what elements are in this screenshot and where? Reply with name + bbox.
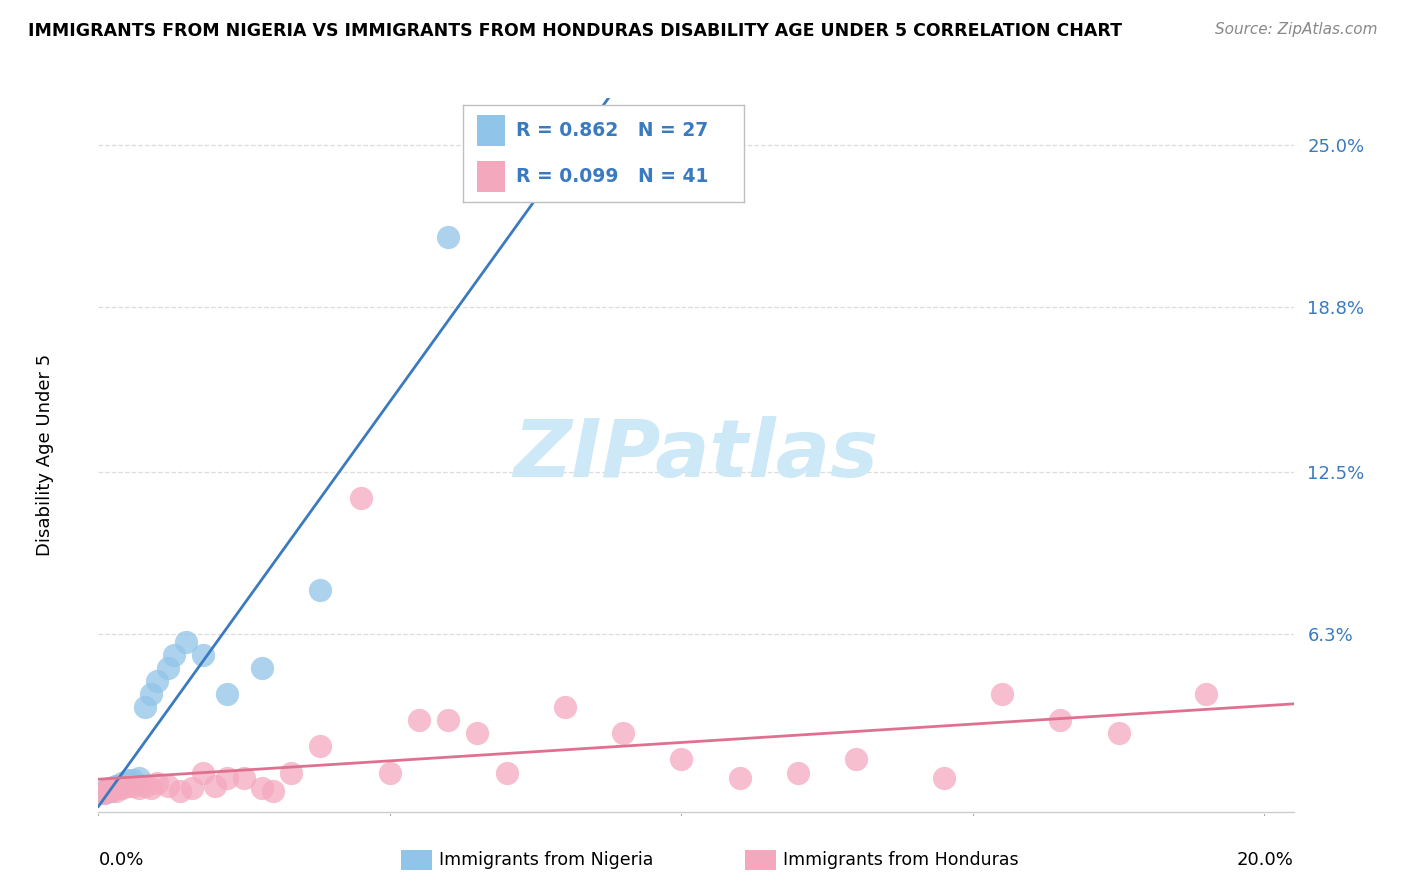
- Point: [111, 779, 134, 793]
- Text: 20.0%: 20.0%: [1237, 851, 1294, 869]
- Point: [93, 786, 115, 800]
- Point: [98, 784, 121, 798]
- Point: [104, 784, 127, 798]
- Text: Immigrants from Nigeria: Immigrants from Nigeria: [439, 851, 652, 869]
- Point: [612, 726, 634, 740]
- Point: [174, 635, 197, 649]
- Text: ZIPatlas: ZIPatlas: [513, 416, 879, 494]
- Point: [991, 687, 1014, 701]
- Point: [93, 784, 115, 798]
- Point: [134, 779, 156, 793]
- Point: [122, 773, 145, 788]
- Point: [309, 582, 332, 597]
- Point: [193, 765, 215, 780]
- Point: [437, 713, 460, 727]
- Point: [104, 779, 127, 793]
- Point: [233, 771, 256, 785]
- Point: [98, 781, 121, 796]
- Point: [169, 784, 191, 798]
- Point: [98, 784, 121, 798]
- Point: [467, 726, 489, 740]
- Point: [280, 765, 302, 780]
- Point: [157, 779, 180, 793]
- Point: [408, 713, 430, 727]
- Point: [262, 784, 284, 798]
- Text: Immigrants from Honduras: Immigrants from Honduras: [783, 851, 1019, 869]
- Point: [145, 673, 167, 688]
- Point: [350, 491, 373, 505]
- Point: [180, 781, 202, 796]
- Point: [128, 781, 150, 796]
- Point: [1108, 726, 1130, 740]
- Point: [728, 771, 751, 785]
- Point: [93, 786, 115, 800]
- Point: [98, 781, 121, 796]
- Point: [250, 661, 273, 675]
- Point: [215, 771, 238, 785]
- Point: [104, 779, 127, 793]
- Point: [204, 779, 226, 793]
- Point: [250, 781, 273, 796]
- Point: [104, 781, 127, 796]
- Point: [437, 229, 460, 244]
- Point: [122, 779, 145, 793]
- Point: [98, 781, 121, 796]
- Point: [193, 648, 215, 662]
- Point: [111, 781, 134, 796]
- Point: [98, 784, 121, 798]
- Point: [104, 781, 127, 796]
- Point: [163, 648, 186, 662]
- Point: [932, 771, 955, 785]
- Point: [111, 776, 134, 790]
- Point: [117, 779, 139, 793]
- Text: Source: ZipAtlas.com: Source: ZipAtlas.com: [1215, 22, 1378, 37]
- Point: [128, 771, 150, 785]
- Point: [309, 739, 332, 754]
- Point: [378, 765, 401, 780]
- Text: IMMIGRANTS FROM NIGERIA VS IMMIGRANTS FROM HONDURAS DISABILITY AGE UNDER 5 CORRE: IMMIGRANTS FROM NIGERIA VS IMMIGRANTS FR…: [28, 22, 1122, 40]
- Point: [139, 687, 162, 701]
- Point: [495, 765, 517, 780]
- Point: [93, 784, 115, 798]
- Point: [1195, 687, 1218, 701]
- Point: [671, 752, 693, 766]
- Point: [845, 752, 868, 766]
- Point: [117, 773, 139, 788]
- Point: [145, 776, 167, 790]
- Text: 0.0%: 0.0%: [98, 851, 143, 869]
- Point: [554, 700, 576, 714]
- Point: [93, 784, 115, 798]
- Point: [215, 687, 238, 701]
- Text: Disability Age Under 5: Disability Age Under 5: [35, 354, 53, 556]
- Point: [139, 781, 162, 796]
- Point: [117, 776, 139, 790]
- Point: [1049, 713, 1071, 727]
- Point: [134, 700, 156, 714]
- Point: [787, 765, 810, 780]
- Point: [157, 661, 180, 675]
